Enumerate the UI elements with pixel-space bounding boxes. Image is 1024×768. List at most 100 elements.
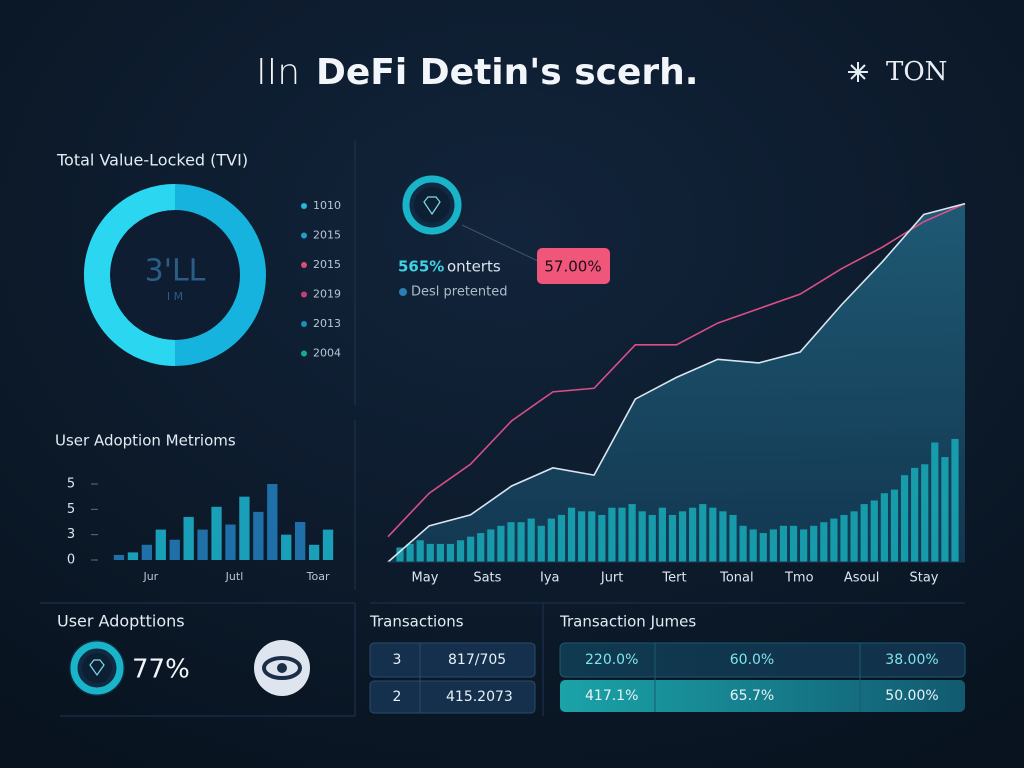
volume-bar — [729, 514, 737, 562]
x-tick-label: Iya — [540, 571, 560, 586]
legend-dot — [301, 350, 307, 357]
bar — [294, 522, 306, 560]
x-tick-label: Jur — [142, 570, 158, 583]
legend-dot — [301, 262, 307, 268]
volume-bar — [426, 543, 434, 562]
annotation-secondary: Desl pretented — [411, 285, 508, 300]
transactions-row — [369, 680, 536, 714]
x-tick-label: Jutl — [225, 570, 244, 583]
bar — [183, 516, 194, 560]
volume-bar — [921, 464, 929, 562]
x-tick-label: Sats — [473, 571, 501, 586]
volume-bar — [578, 511, 586, 562]
bar-chart: 0 3 5 5 Jur Jutl Toar — [67, 477, 334, 583]
legend-label: 2015 — [313, 229, 341, 242]
volume-bar — [456, 540, 465, 562]
table-cell: 65.7% — [730, 688, 774, 704]
volume-bar — [396, 547, 404, 562]
bar — [155, 529, 166, 560]
table-cell: 220.0% — [585, 652, 638, 668]
volume-bar — [699, 504, 707, 562]
volume-bar — [689, 507, 697, 562]
annotation-connector — [461, 224, 541, 263]
volume-bar — [537, 525, 545, 562]
annotation-icon — [402, 175, 462, 235]
table-cell: 50.00% — [885, 688, 938, 704]
volume-bar — [658, 507, 666, 562]
table-cell: 38.00% — [885, 652, 938, 668]
x-tick-label: Stay — [909, 571, 938, 586]
tvl-title: Total Value-Locked (TVI) — [56, 151, 248, 170]
transactions-title: Transactions — [369, 613, 464, 631]
volume-bar — [527, 518, 535, 562]
y-tick-label: 5 — [67, 477, 75, 492]
legend-dot — [301, 203, 307, 209]
brand: TON — [886, 57, 947, 87]
eye-icon — [254, 640, 310, 696]
volume-bar — [800, 529, 808, 562]
volume-bar — [487, 529, 495, 562]
volume-bar — [567, 507, 576, 562]
x-tick-label: Asoul — [844, 571, 879, 586]
volume-bar — [446, 543, 455, 562]
bar — [322, 529, 334, 560]
volume-bar — [467, 536, 475, 562]
volume-bar — [598, 514, 606, 562]
callout-box — [537, 248, 610, 284]
annotation-text: onterts — [447, 258, 501, 276]
tvl-donut — [84, 184, 266, 366]
legend-label: 2013 — [313, 317, 341, 330]
bar — [127, 552, 139, 560]
volume-bar — [497, 525, 505, 562]
transactions-row — [369, 642, 536, 678]
legend-dot — [301, 321, 307, 327]
volume-bar — [648, 514, 656, 562]
x-tick-label: Jurt — [600, 571, 624, 586]
volume-bar — [547, 518, 555, 562]
volume-bar — [406, 543, 414, 562]
volume-bar — [870, 500, 878, 562]
volume-bar — [678, 511, 687, 562]
bar — [253, 511, 264, 560]
volumes-row — [560, 680, 965, 712]
legend-label: 1010 — [313, 199, 341, 212]
table-cell: 60.0% — [730, 652, 774, 668]
brand-icon — [848, 62, 868, 82]
volume-bar — [789, 525, 798, 562]
volume-bar — [638, 511, 646, 562]
bar — [239, 496, 250, 560]
y-tick-label: 0 — [67, 553, 75, 568]
volume-bar — [477, 533, 485, 562]
table-cell: 2 — [393, 689, 402, 705]
volume-bar — [618, 507, 626, 562]
volume-bar — [608, 507, 616, 562]
x-tick-label: May — [412, 571, 439, 586]
volume-bar — [951, 438, 959, 562]
x-tick-label: Tmo — [784, 571, 814, 586]
adoption-icon — [69, 640, 125, 696]
x-tick-label: Tonal — [719, 571, 754, 586]
volume-bar — [860, 504, 868, 562]
table-cell: 415.2073 — [446, 689, 513, 705]
legend-label: 2019 — [313, 288, 341, 301]
volume-bar — [941, 457, 949, 562]
callout: 57.00% — [544, 258, 601, 276]
tvl-center: 3'LL — [145, 254, 206, 289]
volume-bar — [416, 540, 424, 562]
volume-bar — [820, 522, 828, 562]
volumes-row — [559, 642, 966, 678]
volume-bar — [739, 525, 747, 562]
volume-bar — [779, 525, 788, 562]
volume-bar — [931, 442, 939, 562]
adoption-title: User Adopttions — [57, 612, 185, 631]
table-cell: 417.1% — [585, 688, 638, 704]
annotation-dot — [399, 288, 407, 296]
table-cell: 817/705 — [448, 652, 506, 668]
x-tick-label: Toar — [306, 570, 330, 583]
volume-bar — [840, 514, 848, 562]
volume-bar — [517, 522, 525, 562]
volume-bar — [709, 507, 717, 562]
volume-bar — [557, 514, 566, 562]
bar — [197, 529, 208, 560]
